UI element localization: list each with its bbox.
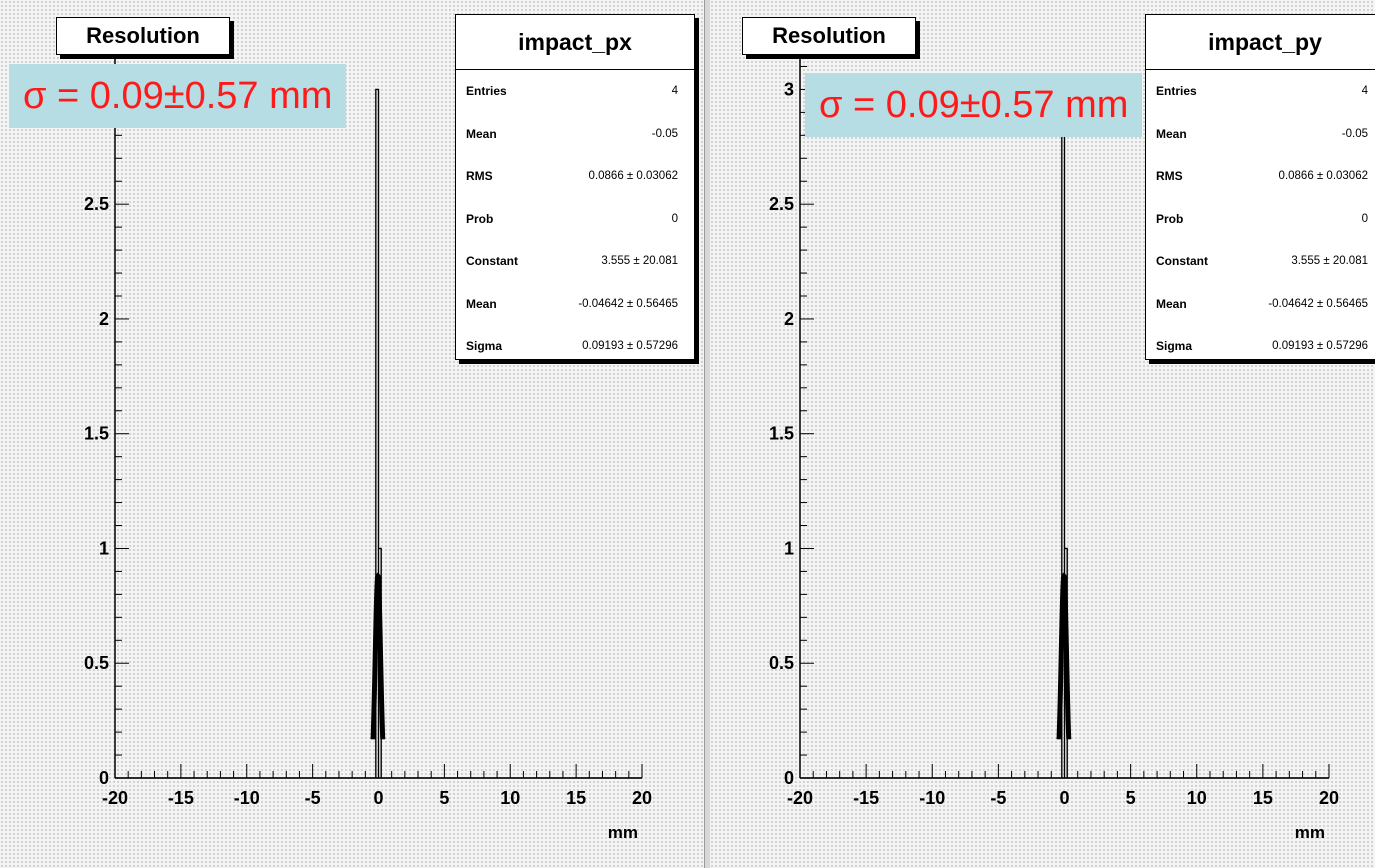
x-tick-label: -10	[234, 788, 260, 808]
x-tick-label: -5	[990, 788, 1006, 808]
y-tick-label: 1	[99, 538, 109, 558]
x-tick-label: 20	[1319, 788, 1339, 808]
histogram-bin	[375, 88, 380, 779]
stats-row-prob: Prob 0	[466, 211, 678, 226]
y-tick-label: 1	[784, 538, 794, 558]
x-tick-label: -20	[787, 788, 813, 808]
gaussian-fit-curve	[370, 572, 386, 740]
stats-row-entries: Entries 4	[1156, 84, 1368, 99]
y-tick-label: 0	[99, 768, 109, 788]
stats-box: impact_py Entries 4 Mean -0.05 RMS 0.0866 ±…	[1145, 14, 1375, 360]
x-tick-label: 0	[1059, 788, 1069, 808]
x-tick-label: -20	[102, 788, 128, 808]
x-tick-label: -10	[919, 788, 945, 808]
stats-row-prob: Prob 0	[1156, 211, 1368, 226]
x-tick-label: 15	[566, 788, 586, 808]
stats-box: impact_px Entries 4 Mean -0.05 RMS 0.0866 ±…	[455, 14, 695, 360]
y-tick-label: 0	[784, 768, 794, 788]
x-axis-title: mm	[1295, 823, 1325, 842]
panel-impact-px: -20 -15 -10 -5 0 5 10 15 20 0 0.5 1 1.5 2 2.5 mm Resolu…	[9, 14, 695, 842]
y-tick-label: 2.5	[84, 194, 109, 214]
y-tick-label: 0.5	[769, 653, 794, 673]
stats-row-sigma: Sigma 0.09193 ± 0.57296	[1156, 339, 1368, 354]
pad-title: Resolution	[56, 17, 230, 55]
stats-row-constant: Constant 3.555 ± 20.081	[1156, 254, 1368, 269]
stats-box-title: impact_px	[456, 15, 694, 70]
stats-row-constant: Constant 3.555 ± 20.081	[466, 254, 678, 269]
stats-row-sigma: Sigma 0.09193 ± 0.57296	[466, 339, 678, 354]
y-tick-label: 3	[784, 79, 794, 99]
panel-impact-py: -20 -15 -10 -5 0 5 10 15 20 0 0.5 1 1.5 2 2.5 3 mm Resol…	[710, 0, 1375, 868]
pad-title: Resolution	[742, 17, 916, 55]
sigma-annotation: σ = 0.09±0.57 mm	[805, 73, 1143, 137]
y-tick-label: 0.5	[84, 653, 109, 673]
gaussian-fit-curve	[1056, 572, 1072, 740]
stats-row-fit-mean: Mean -0.04642 ± 0.56465	[1156, 296, 1368, 311]
sigma-annotation: σ = 0.09±0.57 mm	[9, 64, 347, 128]
stats-row-mean: Mean -0.05	[1156, 126, 1368, 141]
x-tick-label: 5	[1126, 788, 1136, 808]
stats-box-title: impact_py	[1146, 15, 1375, 70]
histogram-impact-py: -20 -15 -10 -5 0 5 10 15 20 0 0.5 1 1.5 2 2.5 3 mm	[769, 55, 1339, 842]
x-axis-title: mm	[608, 823, 638, 842]
x-tick-label: 10	[500, 788, 520, 808]
x-tick-label: 0	[373, 788, 383, 808]
y-tick-label: 2.5	[769, 194, 794, 214]
stats-row-entries: Entries 4	[466, 84, 678, 99]
histogram-impact-px: -20 -15 -10 -5 0 5 10 15 20 0 0.5 1 1.5 2 2.5 mm	[84, 55, 652, 842]
x-tick-label: 10	[1187, 788, 1207, 808]
y-tick-label: 2	[99, 309, 109, 329]
x-tick-label: -15	[168, 788, 194, 808]
stats-row-rms: RMS 0.0866 ± 0.03062	[466, 169, 678, 184]
x-tick-label: 15	[1253, 788, 1273, 808]
y-tick-label: 1.5	[84, 424, 109, 444]
x-tick-label: 20	[632, 788, 652, 808]
stats-row-mean: Mean -0.05	[466, 126, 678, 141]
x-tick-label: -5	[305, 788, 321, 808]
stats-row-fit-mean: Mean -0.04642 ± 0.56465	[466, 296, 678, 311]
x-tick-label: 5	[439, 788, 449, 808]
y-tick-label: 2	[784, 309, 794, 329]
x-tick-label: -15	[853, 788, 879, 808]
y-tick-label: 1.5	[769, 424, 794, 444]
stats-row-rms: RMS 0.0866 ± 0.03062	[1156, 169, 1368, 184]
